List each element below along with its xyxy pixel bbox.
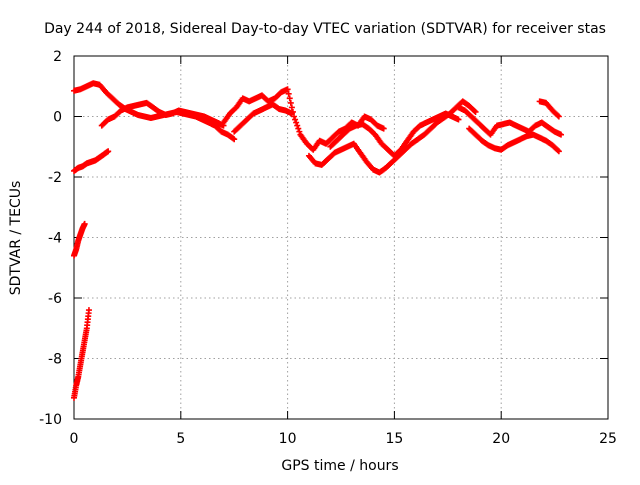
y-tick-label: -8 bbox=[48, 352, 62, 368]
data-points bbox=[71, 80, 565, 401]
data-point bbox=[285, 90, 292, 97]
series-track-12 bbox=[71, 307, 92, 401]
data-point bbox=[558, 131, 565, 138]
series-track-6 bbox=[327, 110, 462, 159]
data-point bbox=[105, 148, 112, 155]
data-point bbox=[294, 122, 301, 129]
data-point bbox=[288, 110, 295, 117]
data-point bbox=[455, 116, 462, 123]
x-tick-label: 5 bbox=[176, 431, 185, 447]
data-point bbox=[292, 116, 299, 123]
data-point bbox=[288, 104, 295, 111]
data-point bbox=[555, 113, 562, 120]
data-point bbox=[286, 95, 293, 102]
data-point bbox=[554, 112, 561, 119]
data-point bbox=[293, 119, 300, 126]
series-track-8 bbox=[455, 104, 565, 138]
data-point bbox=[554, 147, 561, 154]
data-point bbox=[231, 136, 238, 143]
data-point bbox=[295, 125, 302, 132]
series-track-11 bbox=[71, 220, 88, 259]
y-tick-label: -6 bbox=[48, 291, 62, 307]
data-point bbox=[380, 125, 387, 132]
series-track-10 bbox=[71, 148, 112, 174]
data-point bbox=[287, 99, 294, 106]
series-track-9 bbox=[536, 98, 562, 120]
series-track-3 bbox=[220, 86, 387, 153]
x-tick-label: 20 bbox=[492, 431, 510, 447]
x-tick-label: 0 bbox=[70, 431, 79, 447]
data-point bbox=[81, 220, 88, 227]
x-tick-label: 10 bbox=[279, 431, 297, 447]
y-tick-label: -2 bbox=[48, 170, 62, 186]
tick-labels: 0 5 10 15 20 25 -10 -8 -6 -4 -2 0 2 bbox=[39, 49, 617, 447]
data-point bbox=[85, 307, 92, 314]
chart-title: Day 244 of 2018, Sidereal Day-to-day VTE… bbox=[44, 21, 606, 37]
y-tick-label: 2 bbox=[53, 49, 62, 65]
grid bbox=[74, 56, 608, 419]
series-track-2 bbox=[98, 99, 227, 129]
y-tick-label: -10 bbox=[39, 412, 62, 428]
data-point bbox=[472, 108, 479, 115]
series-track-7 bbox=[466, 125, 562, 155]
data-point bbox=[291, 113, 298, 120]
y-axis-label: SDTVAR / TECUs bbox=[8, 181, 24, 296]
x-axis-label: GPS time / hours bbox=[281, 458, 398, 474]
x-tick-label: 25 bbox=[599, 431, 617, 447]
x-tick-label: 15 bbox=[385, 431, 403, 447]
y-tick-label: -4 bbox=[48, 231, 62, 247]
data-point bbox=[471, 107, 478, 114]
data-point bbox=[284, 86, 291, 93]
y-tick-label: 0 bbox=[53, 110, 62, 126]
data-point bbox=[296, 128, 303, 135]
data-point bbox=[555, 148, 562, 155]
series-track-4 bbox=[231, 101, 295, 135]
